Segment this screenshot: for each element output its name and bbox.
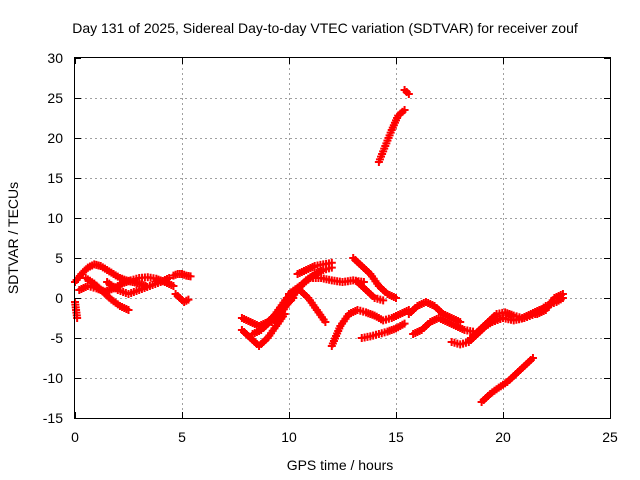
data-point: [558, 290, 567, 298]
data-point: [404, 90, 413, 98]
data-point: [528, 354, 537, 362]
plot-frame: [74, 57, 611, 419]
chart-title: Day 131 of 2025, Sidereal Day-to-day VTE…: [72, 20, 578, 36]
data-point: [379, 296, 388, 305]
data-point: [327, 258, 336, 267]
data-point: [392, 294, 400, 302]
y-tick-label: 25: [47, 90, 63, 106]
data-point: [169, 282, 178, 290]
y-tick-label: 0: [55, 290, 63, 306]
y-tick-label: -5: [51, 330, 64, 346]
series-arc-high-1: [374, 106, 409, 166]
series-arc-late-2: [409, 314, 478, 338]
series-arc-early-3: [81, 274, 133, 314]
series-arc-late-6: [533, 290, 567, 318]
series-arc-mid-8: [349, 254, 400, 302]
data-point: [124, 306, 133, 314]
y-tick-label: -15: [43, 410, 63, 426]
series-arc-late-1: [404, 298, 465, 326]
data-point: [400, 106, 409, 114]
x-tick-label: 5: [178, 429, 186, 445]
y-tick-label: 15: [47, 170, 63, 186]
series-arc-mid-7: [295, 286, 330, 326]
series-arc-mid-10: [327, 306, 413, 350]
y-tick-label: -10: [43, 370, 63, 386]
series-arc-low-1: [477, 354, 537, 406]
series-arc-high-2: [400, 86, 413, 98]
data-points: [71, 86, 567, 406]
series-arc-early-6: [171, 290, 193, 306]
y-tick-label: 10: [47, 210, 63, 226]
x-tick-label: 20: [495, 429, 511, 445]
data-point: [400, 319, 409, 328]
x-tick-label: 0: [71, 429, 79, 445]
series-arc-mid-5: [293, 258, 336, 278]
x-axis-label: GPS time / hours: [287, 457, 394, 473]
data-point: [186, 272, 195, 281]
data-point: [321, 318, 330, 326]
series-arc-early-7: [71, 298, 82, 322]
series-arc-mid-9: [353, 278, 388, 305]
series-arc-mid-11: [357, 319, 409, 342]
series-arc-early-4: [103, 274, 174, 298]
x-tick-label: 15: [388, 429, 404, 445]
data-point: [184, 295, 193, 304]
y-axis-label: SDTVAR / TECUs: [5, 182, 21, 294]
x-tick-label: 25: [602, 429, 618, 445]
y-tick-label: 5: [55, 250, 63, 266]
y-tick-label: 20: [47, 130, 63, 146]
axis-ticks: 0 5 10 15 20 25 -15 -10 -5 0 5 10 15 20 25 30: [43, 50, 618, 445]
x-tick-label: 10: [281, 429, 297, 445]
data-point: [165, 274, 174, 282]
series-arc-early-5: [169, 270, 195, 281]
y-tick-label: 30: [47, 50, 63, 66]
